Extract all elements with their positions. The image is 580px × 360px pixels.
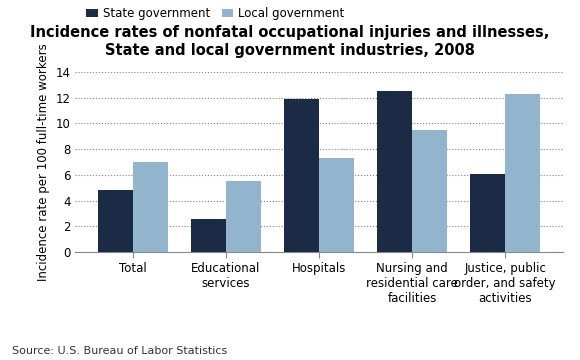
Legend: State government, Local government: State government, Local government [81,2,349,25]
Bar [284,99,319,252]
Bar [319,158,354,252]
Bar [97,190,133,252]
Y-axis label: Incidence rate per 100 full-time workers: Incidence rate per 100 full-time workers [37,43,50,281]
Bar [470,174,505,252]
Bar [191,219,226,252]
Bar [133,162,168,252]
Text: Incidence rates of nonfatal occupational injuries and illnesses,
State and local: Incidence rates of nonfatal occupational… [30,25,550,58]
Bar [376,91,412,252]
Bar [505,94,541,252]
Bar [412,130,447,252]
Bar [226,181,262,252]
Text: Source: U.S. Bureau of Labor Statistics: Source: U.S. Bureau of Labor Statistics [12,346,227,356]
